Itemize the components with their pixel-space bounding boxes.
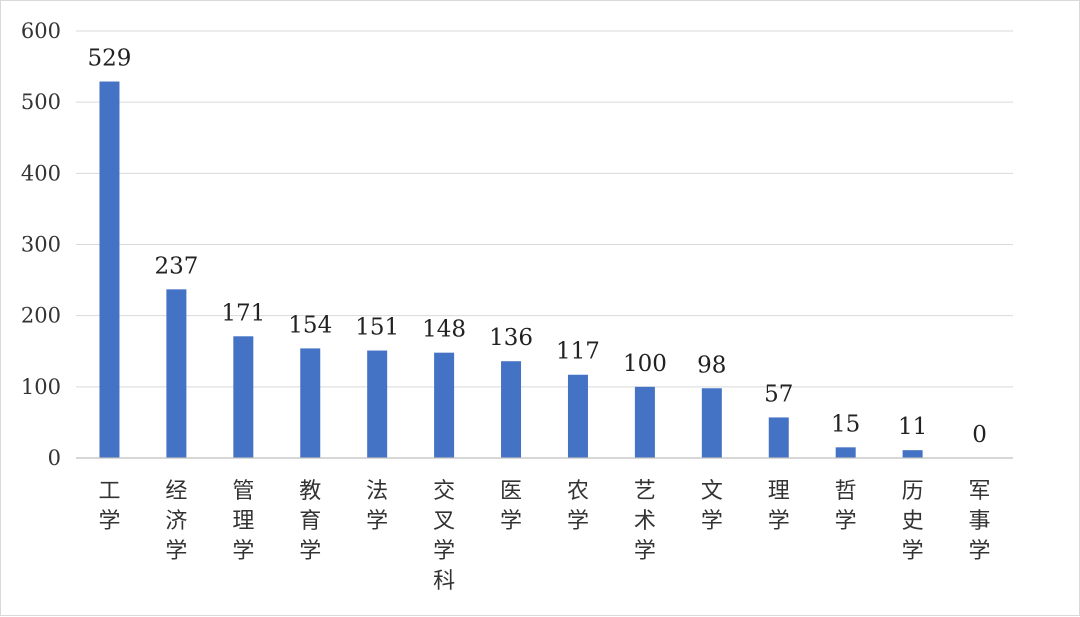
x-category-char: 学	[969, 539, 991, 564]
y-tick-label: 300	[21, 233, 61, 257]
data-label: 136	[489, 325, 533, 351]
x-category-char: 学	[366, 509, 388, 534]
y-tick-label: 200	[21, 304, 61, 328]
gridlines	[76, 30, 1013, 388]
data-label: 171	[221, 300, 265, 326]
x-category-char: 学	[500, 509, 522, 534]
y-tick-label: 100	[21, 375, 61, 399]
x-category-char: 学	[98, 509, 120, 534]
x-category-char: 军	[969, 479, 991, 504]
x-category-char: 理	[768, 479, 790, 504]
data-labels: 529 237 171 154 151 148 136 117 100 98 57 15 11 0	[88, 46, 987, 448]
data-label: 100	[623, 351, 667, 377]
x-category-label: 文学	[701, 479, 723, 534]
bar	[501, 361, 522, 458]
x-category-label: 军事学	[969, 479, 991, 564]
x-category-label: 管理学	[232, 479, 254, 564]
x-category-char: 教	[299, 479, 321, 504]
x-category-label: 艺术学	[634, 479, 656, 564]
bar	[567, 374, 588, 458]
x-category-char: 学	[299, 539, 321, 564]
y-tick-label: 500	[21, 90, 61, 114]
data-label: 0	[972, 422, 987, 448]
x-category-label: 理学	[768, 479, 790, 534]
y-tick-label: 400	[21, 161, 61, 185]
x-category-char: 学	[902, 539, 924, 564]
bar	[367, 350, 388, 458]
y-axis-ticks: 0 100 200 300 400 500 600	[21, 19, 61, 470]
y-tick-label: 600	[21, 19, 61, 43]
data-label: 529	[88, 46, 132, 72]
x-category-char: 学	[165, 539, 187, 564]
x-category-char: 医	[500, 479, 522, 504]
x-category-label: 法学	[366, 479, 388, 534]
x-category-char: 学	[835, 509, 857, 534]
y-tick-label: 0	[48, 446, 61, 470]
x-category-char: 历	[902, 479, 924, 504]
bar	[233, 336, 254, 458]
x-category-char: 术	[634, 509, 656, 534]
data-label: 151	[355, 315, 399, 341]
bar	[300, 348, 321, 458]
data-label: 11	[898, 414, 927, 440]
bars	[99, 81, 923, 459]
data-label: 15	[831, 411, 860, 437]
x-category-char: 事	[969, 509, 991, 534]
x-category-char: 经	[165, 479, 187, 504]
x-category-label: 农学	[567, 479, 589, 534]
x-category-char: 农	[567, 479, 589, 504]
x-category-label: 哲学	[835, 479, 857, 534]
x-category-char: 哲	[835, 479, 857, 504]
bar	[701, 388, 722, 458]
x-category-char: 学	[433, 539, 455, 564]
data-label: 154	[288, 312, 332, 338]
x-category-char: 科	[433, 569, 455, 594]
x-category-char: 理	[232, 509, 254, 534]
bar	[768, 417, 789, 458]
data-label: 57	[764, 381, 793, 407]
x-category-label: 教育学	[299, 479, 321, 564]
x-category-char: 文	[701, 479, 723, 504]
data-label: 98	[697, 352, 726, 378]
x-category-char: 工	[98, 479, 120, 504]
x-category-char: 史	[902, 509, 924, 534]
bar	[166, 289, 187, 458]
data-label: 237	[154, 253, 198, 279]
x-category-label: 经济学	[165, 479, 187, 564]
bar	[99, 81, 120, 459]
bar	[434, 352, 455, 458]
x-category-char: 学	[567, 509, 589, 534]
x-category-char: 育	[299, 509, 321, 534]
bar	[634, 386, 655, 458]
x-category-char: 法	[366, 479, 388, 504]
bar	[835, 447, 856, 458]
bar	[902, 450, 923, 458]
x-category-label: 历史学	[902, 479, 924, 564]
x-category-char: 学	[232, 539, 254, 564]
data-label: 117	[556, 339, 600, 365]
x-category-char: 学	[634, 539, 656, 564]
x-category-char: 学	[768, 509, 790, 534]
x-category-char: 学	[701, 509, 723, 534]
x-category-char: 济	[165, 509, 187, 534]
x-category-char: 管	[232, 479, 254, 504]
x-category-char: 交	[433, 479, 455, 504]
x-category-label: 工学	[98, 479, 120, 534]
data-label: 148	[422, 317, 466, 343]
x-category-char: 叉	[433, 509, 455, 534]
x-category-label: 医学	[500, 479, 522, 534]
x-category-label: 交叉学科	[433, 479, 455, 594]
x-category-char: 艺	[634, 479, 656, 504]
